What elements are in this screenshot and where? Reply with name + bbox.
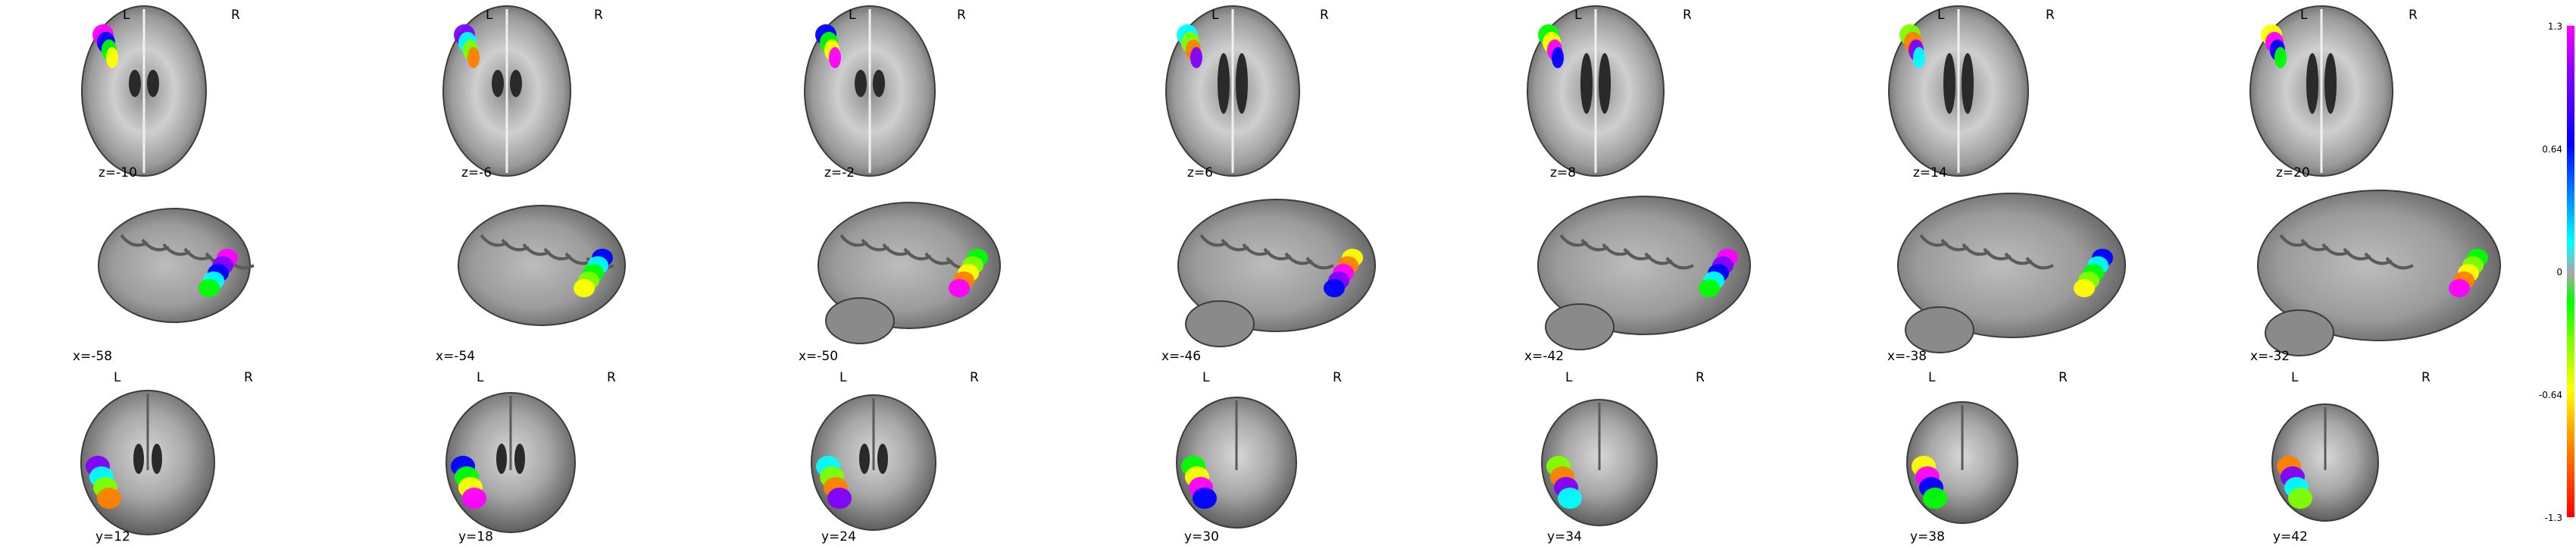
sagittal-cut-label: x=-38 bbox=[1887, 349, 1927, 364]
sagittal-slice bbox=[458, 205, 626, 326]
orientation-right-marker: R bbox=[244, 370, 253, 385]
colorbar-tick-max: 1.3 bbox=[2547, 21, 2562, 32]
orientation-left-marker: L bbox=[1202, 370, 1210, 385]
sagittal-cut-label: x=-50 bbox=[799, 349, 839, 364]
sagittal-cut-label: x=-46 bbox=[1161, 349, 1202, 364]
orientation-right-marker: R bbox=[607, 370, 616, 385]
coronal-cut-label: y=12 bbox=[95, 529, 130, 544]
coronal-cut-label: y=30 bbox=[1184, 529, 1219, 544]
orientation-left-marker: L bbox=[1937, 8, 1945, 23]
sagittal-slice bbox=[1177, 199, 1376, 347]
orientation-left-marker: L bbox=[2291, 370, 2299, 385]
orientation-left-marker: L bbox=[114, 370, 121, 385]
orientation-right-marker: R bbox=[1320, 8, 1329, 23]
orientation-right-marker: R bbox=[2059, 370, 2068, 385]
axial-slice bbox=[1527, 5, 1665, 177]
sagittal-cut-label: x=-58 bbox=[73, 349, 113, 364]
orientation-left-marker: L bbox=[1565, 370, 1573, 385]
axial-slice bbox=[1165, 5, 1300, 177]
orientation-right-marker: R bbox=[1333, 370, 1342, 385]
coronal-slice bbox=[1176, 397, 1297, 529]
orientation-right-marker: R bbox=[1696, 370, 1705, 385]
sagittal-cut-label: x=-54 bbox=[436, 349, 476, 364]
coronal-slice bbox=[445, 392, 576, 533]
sagittal-slice bbox=[2257, 190, 2501, 356]
axial-slice bbox=[442, 5, 571, 177]
sagittal-slice bbox=[98, 208, 255, 323]
orientation-right-marker: R bbox=[594, 8, 603, 23]
orientation-left-marker: L bbox=[839, 370, 847, 385]
orientation-right-marker: R bbox=[1683, 8, 1692, 23]
axial-cut-label: z=20 bbox=[2276, 165, 2310, 180]
colorbar bbox=[2567, 26, 2574, 517]
colorbar-tick-min: -1.3 bbox=[2544, 513, 2562, 523]
sagittal-cut-label: x=-42 bbox=[1524, 349, 1565, 364]
sagittal-slice bbox=[818, 202, 1001, 344]
coronal-cut-label: y=18 bbox=[458, 529, 493, 544]
coronal-slice bbox=[2271, 403, 2379, 522]
coronal-cut-label: y=24 bbox=[821, 529, 856, 544]
coronal-cut-label: y=38 bbox=[1910, 529, 1945, 544]
colorbar-tick-zero: 0 bbox=[2556, 267, 2562, 278]
coronal-slice bbox=[80, 390, 215, 535]
orientation-left-marker: L bbox=[1928, 370, 1936, 385]
axial-slice bbox=[1888, 5, 2029, 177]
orientation-right-marker: R bbox=[2046, 8, 2055, 23]
orientation-right-marker: R bbox=[957, 8, 966, 23]
coronal-slice bbox=[1541, 399, 1658, 526]
axial-cut-label: z=14 bbox=[1913, 165, 1947, 180]
orientation-right-marker: R bbox=[231, 8, 240, 23]
orientation-left-marker: L bbox=[477, 370, 484, 385]
orientation-left-marker: L bbox=[849, 8, 856, 23]
orientation-left-marker: L bbox=[2300, 8, 2308, 23]
orientation-left-marker: L bbox=[123, 8, 130, 23]
axial-slice bbox=[81, 5, 207, 177]
orientation-left-marker: L bbox=[1574, 8, 1582, 23]
colorbar-gradient bbox=[2567, 26, 2574, 517]
axial-cut-label: z=-6 bbox=[461, 165, 492, 180]
sagittal-cut-label: x=-32 bbox=[2250, 349, 2290, 364]
sagittal-slice bbox=[1897, 193, 2126, 353]
axial-cut-label: z=-2 bbox=[824, 165, 855, 180]
axial-slice bbox=[2249, 5, 2393, 177]
axial-slice bbox=[804, 5, 936, 177]
coronal-slice bbox=[811, 394, 936, 531]
sagittal-slice bbox=[1537, 196, 1751, 350]
axial-cut-label: z=8 bbox=[1550, 165, 1576, 180]
colorbar-tick-high: 0.64 bbox=[2542, 144, 2562, 155]
orientation-left-marker: L bbox=[1211, 8, 1219, 23]
orientation-right-marker: R bbox=[2421, 370, 2431, 385]
colorbar-tick-low: -0.64 bbox=[2538, 390, 2562, 400]
orientation-right-marker: R bbox=[970, 370, 979, 385]
orientation-right-marker: R bbox=[2409, 8, 2418, 23]
axial-cut-label: z=6 bbox=[1187, 165, 1213, 180]
coronal-slice bbox=[1906, 401, 2018, 524]
orientation-left-marker: L bbox=[486, 8, 493, 23]
axial-cut-label: z=-10 bbox=[98, 165, 137, 180]
coronal-cut-label: y=42 bbox=[2273, 529, 2308, 544]
coronal-cut-label: y=34 bbox=[1547, 529, 1582, 544]
